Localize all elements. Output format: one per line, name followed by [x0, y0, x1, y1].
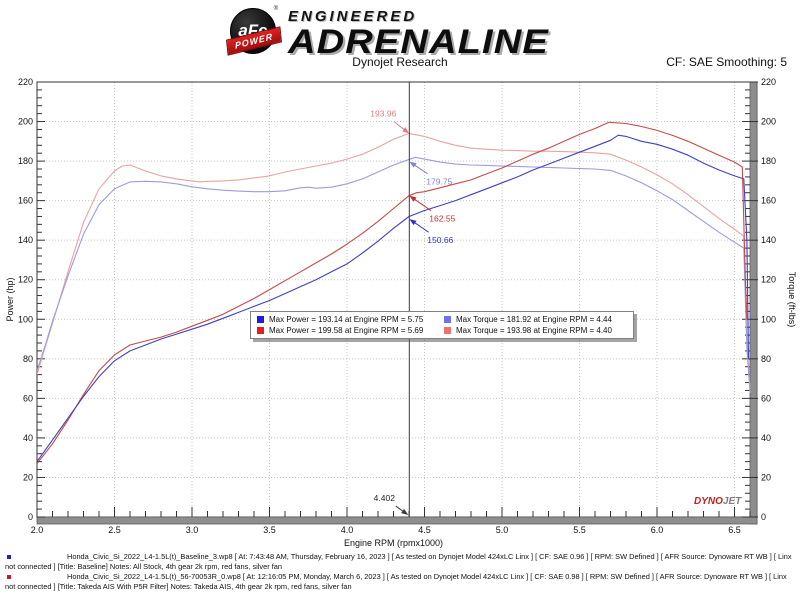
x-tick-label: 2.0 [31, 525, 44, 535]
curve-takeda-power [37, 121, 748, 464]
x-tick-label: 4.5 [418, 525, 431, 535]
y-tick-label-left: 140 [18, 235, 33, 245]
afe-power-logo: aFe ® POWER ENGINEERED ADRENALINE [225, 4, 548, 59]
y-tick-label-right: 40 [761, 433, 771, 443]
y-tick-label-left: 180 [18, 156, 33, 166]
callout-arrowhead [409, 195, 417, 202]
y-tick-label-left: 220 [18, 77, 33, 87]
run-marker-icon [7, 575, 11, 580]
right-axis-bar[interactable] [749, 81, 758, 525]
run-entry-0: Honda_Civic_Si_2022_L4-1.5L(t)_Baseline_… [0, 552, 796, 571]
cursor-readout-takeda-power: 162.55 [429, 214, 455, 224]
y-tick-label-right: 0 [761, 512, 766, 522]
legend-swatch-icon [257, 316, 264, 323]
cursor-rpm-label: 4.402 [374, 493, 396, 503]
legend-item-0: Max Power = 193.14 at Engine RPM = 5.75 [257, 315, 444, 324]
y-tick-label-right: 100 [761, 314, 776, 324]
dyno-chart: 2.0 2.5 3.0 3.5 4.0 4.5 5.0 5.5 6.0 6.5 Engine RPM… [5, 77, 797, 548]
y-tick-label-right: 140 [761, 235, 776, 245]
y-tick-label-right: 20 [761, 472, 771, 482]
legend-item-2: Max Power = 199.58 at Engine RPM = 5.69 [257, 326, 444, 335]
x-tick-label: 3.5 [263, 525, 276, 535]
smoothing-setting-label: CF: SAE Smoothing: 5 [666, 55, 787, 69]
y-tick-label-left: 20 [23, 472, 33, 482]
y-tick-label-left: 100 [18, 314, 33, 324]
cursor-readout-baseline-power: 150.66 [427, 235, 453, 245]
x-tick-label: 5.0 [496, 525, 509, 535]
legend-label: Max Torque = 181.92 at Engine RPM = 4.44 [456, 315, 612, 324]
chart-title: Dynojet Research [352, 55, 448, 69]
y-tick-label-right: 160 [761, 196, 776, 206]
legend-label: Max Power = 199.58 at Engine RPM = 5.69 [269, 326, 424, 335]
callout-arrowhead [409, 219, 417, 226]
x-axis-title: Engine RPM (rpmx1000) [344, 538, 443, 548]
curve-baseline-power [37, 134, 751, 462]
right-axis-title: Torque (ft-lbs) [787, 272, 797, 328]
x-tick-label: 2.5 [108, 525, 121, 535]
callout-arrowhead [401, 508, 409, 515]
y-tick-label-right: 220 [761, 77, 776, 87]
curve-takeda-torque [37, 132, 751, 390]
y-tick-label-right: 60 [761, 393, 771, 403]
y-tick-label-left: 120 [18, 275, 33, 285]
run-description: Honda_Civic_Si_2022_L4-1.5L(t)_Baseline_… [5, 552, 792, 571]
y-tick-label-left: 160 [18, 196, 33, 206]
dynojet-watermark-dyno: DYNO [694, 496, 723, 507]
y-tick-label-right: 180 [761, 156, 776, 166]
y-tick-label-right: 120 [761, 275, 776, 285]
left-axis-title: Power (hp) [5, 277, 15, 321]
callout-arrowhead [402, 127, 410, 134]
y-tick-label-right: 200 [761, 117, 776, 127]
run-entry-1: Honda_Civic_Si_2022_L4-1.5L(t)_56-70053R… [0, 572, 796, 591]
registered-trademark: ® [273, 6, 278, 12]
curve-baseline-torque [37, 156, 751, 394]
legend-item-1: Max Torque = 181.92 at Engine RPM = 4.44 [444, 315, 631, 324]
x-tick-label: 6.0 [651, 525, 664, 535]
plot-border [36, 81, 758, 518]
max-values-legend: Max Power = 193.14 at Engine RPM = 5.75 M… [250, 311, 634, 339]
legend-swatch-icon [444, 327, 451, 334]
dynojet-watermark: DYNOJET [694, 496, 741, 507]
cursor-readout-takeda-torque: 193.96 [370, 108, 396, 118]
run-marker-icon [7, 555, 11, 559]
y-tick-label-left: 200 [18, 117, 33, 127]
y-tick-label-left: 0 [28, 512, 33, 522]
x-tick-label: 3.0 [186, 525, 199, 535]
brand-engineered: ENGINEERED [288, 8, 418, 25]
bottom-axis-bar[interactable] [36, 516, 758, 525]
y-tick-label-left: 40 [23, 433, 33, 443]
cursor-readout-baseline-torque: 179.75 [426, 177, 452, 187]
dynojet-watermark-jet: JET [722, 496, 742, 507]
y-tick-label-left: 80 [23, 354, 33, 364]
afe-badge: aFe ® POWER [225, 6, 283, 56]
legend-label: Max Torque = 193.98 at Engine RPM = 4.40 [456, 326, 612, 335]
brand-adrenaline: ADRENALINE [288, 23, 549, 61]
run-info-footer: Honda_Civic_Si_2022_L4-1.5L(t)_Baseline_… [0, 552, 796, 592]
callout-arrowhead [409, 161, 417, 168]
legend-label: Max Power = 193.14 at Engine RPM = 5.75 [269, 315, 424, 324]
brand-wordmark: ENGINEERED ADRENALINE [288, 4, 548, 59]
legend-swatch-icon [444, 316, 451, 323]
run-description: Honda_Civic_Si_2022_L4-1.5L(t)_56-70053R… [5, 572, 787, 591]
legend-item-3: Max Torque = 193.98 at Engine RPM = 4.40 [444, 326, 631, 335]
legend-swatch-icon [257, 327, 264, 334]
x-tick-label: 6.5 [728, 525, 741, 535]
x-tick-label: 5.5 [573, 525, 586, 535]
x-tick-label: 4.0 [341, 525, 354, 535]
y-tick-label-right: 80 [761, 354, 771, 364]
y-tick-label-left: 60 [23, 393, 33, 403]
